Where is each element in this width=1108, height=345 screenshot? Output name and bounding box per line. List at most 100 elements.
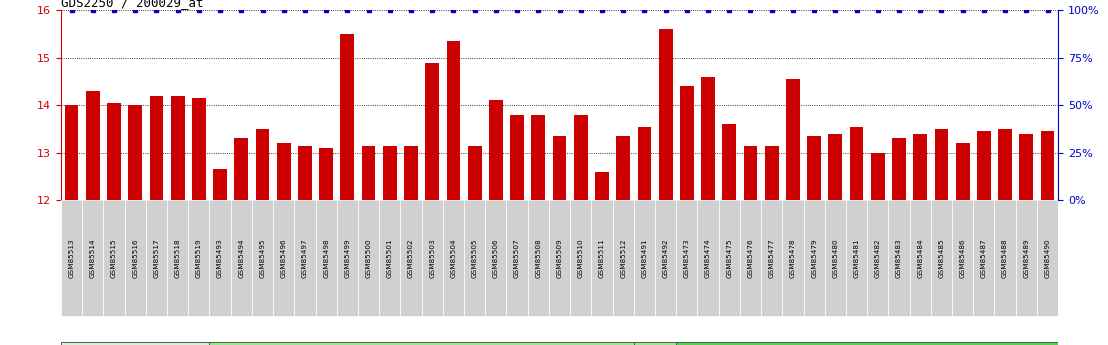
Text: GDS2250 / 200029_at: GDS2250 / 200029_at bbox=[61, 0, 204, 9]
Bar bbox=[400, 200, 422, 316]
Text: GSM85507: GSM85507 bbox=[514, 238, 520, 278]
Bar bbox=[340, 34, 355, 200]
Bar bbox=[361, 146, 376, 200]
Bar bbox=[150, 96, 163, 200]
Bar bbox=[252, 200, 273, 316]
Bar bbox=[743, 146, 758, 200]
Bar bbox=[404, 146, 418, 200]
Bar bbox=[1016, 200, 1037, 316]
Bar bbox=[82, 200, 103, 316]
Text: GSM85508: GSM85508 bbox=[535, 238, 542, 278]
Bar bbox=[230, 200, 252, 316]
Bar bbox=[995, 200, 1016, 316]
Text: GSM85493: GSM85493 bbox=[217, 238, 223, 278]
Text: GSM85477: GSM85477 bbox=[769, 238, 774, 278]
Text: GSM85502: GSM85502 bbox=[408, 238, 414, 278]
Bar bbox=[931, 200, 952, 316]
Bar bbox=[889, 200, 910, 316]
Text: GSM85498: GSM85498 bbox=[324, 238, 329, 278]
Text: GSM85474: GSM85474 bbox=[705, 238, 711, 278]
Bar bbox=[892, 138, 906, 200]
Text: GSM85496: GSM85496 bbox=[280, 238, 287, 278]
Bar bbox=[447, 41, 460, 200]
Bar bbox=[337, 200, 358, 316]
Bar bbox=[782, 200, 803, 316]
Bar bbox=[295, 200, 316, 316]
Bar bbox=[977, 131, 991, 200]
Text: GSM85504: GSM85504 bbox=[451, 238, 456, 278]
Bar bbox=[146, 200, 167, 316]
Text: GSM85488: GSM85488 bbox=[1002, 238, 1008, 278]
Bar bbox=[124, 200, 146, 316]
Bar bbox=[316, 200, 337, 316]
Text: GSM85509: GSM85509 bbox=[556, 238, 563, 278]
Bar bbox=[697, 200, 719, 316]
Bar bbox=[319, 148, 334, 200]
Text: GSM85518: GSM85518 bbox=[175, 238, 181, 278]
Text: GSM85511: GSM85511 bbox=[599, 238, 605, 278]
Bar bbox=[850, 127, 863, 200]
Bar bbox=[209, 342, 634, 345]
Bar bbox=[61, 200, 82, 316]
Text: GSM85497: GSM85497 bbox=[302, 238, 308, 278]
Text: GSM85491: GSM85491 bbox=[642, 238, 647, 278]
Bar bbox=[868, 200, 889, 316]
Text: GSM85484: GSM85484 bbox=[917, 238, 923, 278]
Text: GSM85505: GSM85505 bbox=[472, 238, 478, 278]
Bar bbox=[383, 146, 397, 200]
Bar bbox=[592, 200, 613, 316]
Bar bbox=[213, 169, 227, 200]
Bar bbox=[171, 96, 185, 200]
Text: GSM85499: GSM85499 bbox=[345, 238, 350, 278]
Bar bbox=[379, 200, 400, 316]
Text: GSM85481: GSM85481 bbox=[853, 238, 860, 278]
Bar bbox=[722, 124, 736, 200]
Bar bbox=[468, 146, 482, 200]
Bar bbox=[235, 138, 248, 200]
Text: GSM85492: GSM85492 bbox=[663, 238, 668, 278]
Bar bbox=[571, 200, 592, 316]
Bar bbox=[277, 143, 290, 200]
Text: GSM85490: GSM85490 bbox=[1045, 238, 1050, 278]
Text: GSM85501: GSM85501 bbox=[387, 238, 393, 278]
Text: GSM85513: GSM85513 bbox=[69, 238, 74, 278]
Text: GSM85479: GSM85479 bbox=[811, 238, 817, 278]
Bar bbox=[595, 172, 609, 200]
Bar bbox=[298, 146, 311, 200]
Bar bbox=[637, 127, 652, 200]
Bar bbox=[829, 134, 842, 200]
Bar bbox=[192, 98, 206, 200]
Text: GSM85516: GSM85516 bbox=[132, 238, 138, 278]
Text: GSM85489: GSM85489 bbox=[1024, 238, 1029, 278]
Text: GSM85510: GSM85510 bbox=[577, 238, 584, 278]
Text: GSM85515: GSM85515 bbox=[111, 238, 117, 278]
Text: GSM85517: GSM85517 bbox=[153, 238, 160, 278]
Bar bbox=[956, 143, 970, 200]
Bar bbox=[803, 200, 824, 316]
Bar bbox=[358, 200, 379, 316]
Bar bbox=[676, 342, 1058, 345]
Bar bbox=[680, 86, 694, 200]
Bar bbox=[256, 129, 269, 200]
Bar bbox=[634, 200, 655, 316]
Text: GSM85480: GSM85480 bbox=[832, 238, 839, 278]
Bar bbox=[973, 200, 995, 316]
Text: GSM85483: GSM85483 bbox=[896, 238, 902, 278]
Text: GSM85482: GSM85482 bbox=[875, 238, 881, 278]
Bar bbox=[786, 79, 800, 200]
Bar bbox=[847, 200, 868, 316]
Bar bbox=[655, 200, 676, 316]
Bar bbox=[548, 200, 571, 316]
Bar bbox=[209, 200, 230, 316]
Bar bbox=[443, 200, 464, 316]
Text: GSM85494: GSM85494 bbox=[238, 238, 244, 278]
Text: GSM85487: GSM85487 bbox=[981, 238, 987, 278]
Bar bbox=[824, 200, 847, 316]
Bar bbox=[422, 200, 443, 316]
Bar bbox=[485, 200, 506, 316]
Text: GSM85478: GSM85478 bbox=[790, 238, 796, 278]
Bar bbox=[1019, 134, 1033, 200]
Bar bbox=[489, 100, 503, 200]
Bar bbox=[1037, 200, 1058, 316]
Text: GSM85503: GSM85503 bbox=[429, 238, 435, 278]
